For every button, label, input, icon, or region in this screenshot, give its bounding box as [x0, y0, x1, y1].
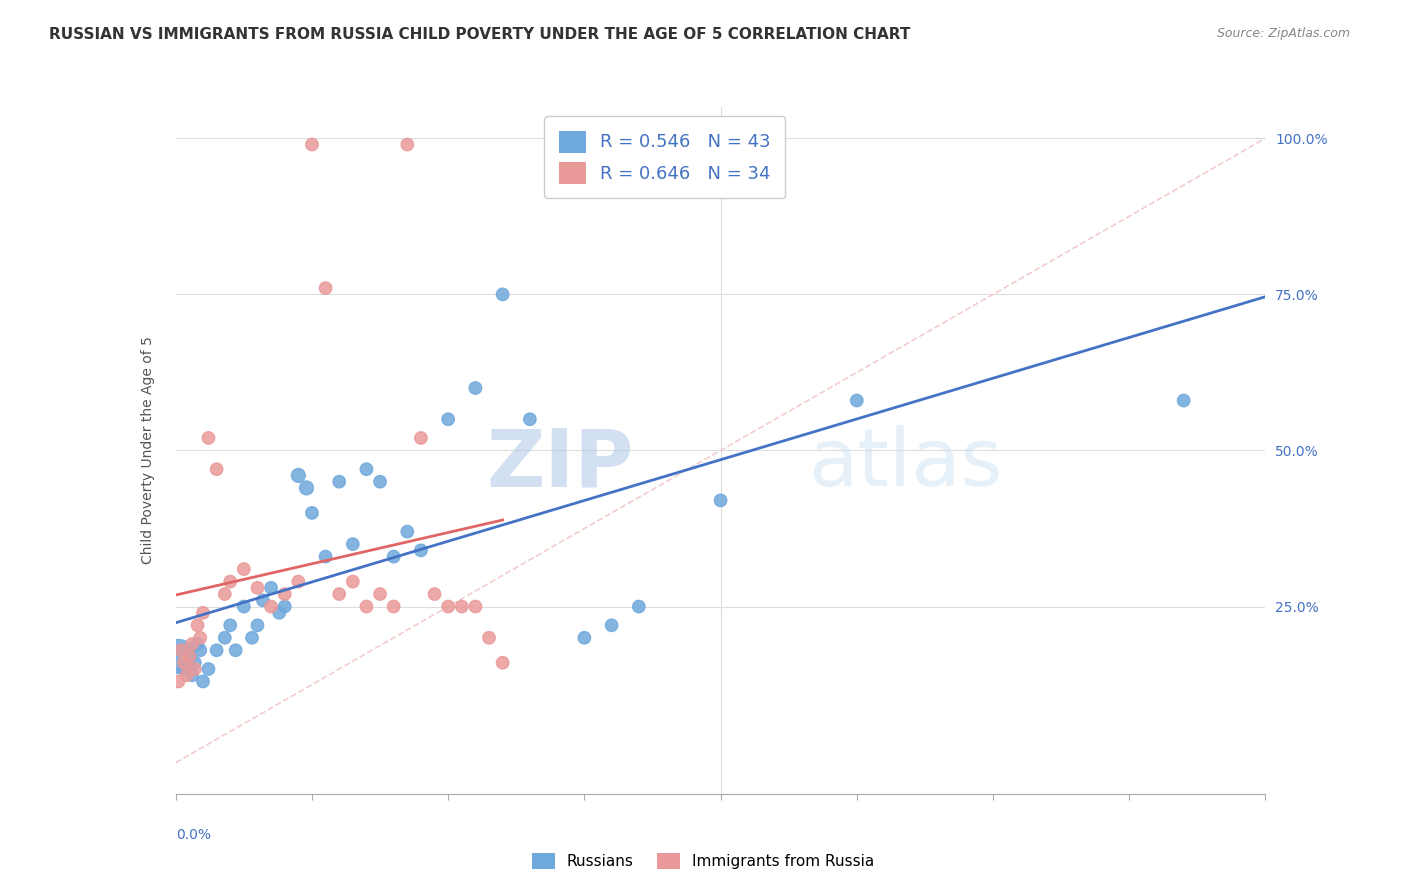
Point — [179, 643, 201, 657]
Point — [478, 631, 501, 645]
Y-axis label: Child Poverty Under the Age of 5: Child Poverty Under the Age of 5 — [141, 336, 155, 565]
Point — [409, 543, 432, 558]
Point — [232, 599, 254, 614]
Point — [287, 574, 309, 589]
Point — [301, 506, 323, 520]
Point — [423, 587, 446, 601]
Point — [269, 606, 291, 620]
Point — [170, 643, 193, 657]
Point — [600, 618, 623, 632]
Point — [219, 618, 242, 632]
Point — [382, 599, 405, 614]
Point — [328, 587, 350, 601]
Point — [382, 549, 405, 564]
Point — [197, 431, 219, 445]
Legend: R = 0.546   N = 43, R = 0.646   N = 34: R = 0.546 N = 43, R = 0.646 N = 34 — [544, 116, 786, 198]
Point — [184, 662, 207, 676]
Point — [170, 643, 193, 657]
Point — [186, 637, 209, 651]
Point — [214, 631, 236, 645]
Point — [845, 393, 868, 408]
Point — [368, 475, 391, 489]
Text: 0.0%: 0.0% — [176, 828, 211, 842]
Text: atlas: atlas — [807, 425, 1002, 503]
Point — [710, 493, 733, 508]
Point — [301, 137, 323, 152]
Point — [274, 599, 297, 614]
Text: ZIP: ZIP — [486, 425, 633, 503]
Point — [240, 631, 263, 645]
Point — [287, 468, 309, 483]
Point — [176, 668, 198, 682]
Point — [260, 599, 283, 614]
Point — [409, 431, 432, 445]
Point — [232, 562, 254, 576]
Point — [396, 524, 419, 539]
Point — [464, 599, 486, 614]
Point — [197, 662, 219, 676]
Point — [181, 637, 204, 651]
Point — [188, 631, 211, 645]
Point — [173, 662, 195, 676]
Point — [342, 537, 364, 551]
Point — [574, 631, 596, 645]
Text: RUSSIAN VS IMMIGRANTS FROM RUSSIA CHILD POVERTY UNDER THE AGE OF 5 CORRELATION C: RUSSIAN VS IMMIGRANTS FROM RUSSIA CHILD … — [49, 27, 911, 42]
Point — [342, 574, 364, 589]
Point — [167, 674, 190, 689]
Point — [176, 656, 198, 670]
Point — [188, 643, 211, 657]
Point — [205, 643, 228, 657]
Point — [396, 137, 419, 152]
Point — [519, 412, 541, 426]
Point — [205, 462, 228, 476]
Point — [356, 599, 378, 614]
Point — [179, 649, 201, 664]
Point — [464, 381, 486, 395]
Point — [186, 618, 209, 632]
Point — [167, 649, 190, 664]
Point — [191, 606, 214, 620]
Point — [246, 618, 269, 632]
Point — [437, 599, 460, 614]
Point — [274, 587, 297, 601]
Point — [219, 574, 242, 589]
Point — [173, 656, 195, 670]
Point — [328, 475, 350, 489]
Point — [184, 656, 207, 670]
Point — [492, 287, 515, 301]
Point — [492, 656, 515, 670]
Point — [1173, 393, 1195, 408]
Legend: Russians, Immigrants from Russia: Russians, Immigrants from Russia — [526, 847, 880, 875]
Text: Source: ZipAtlas.com: Source: ZipAtlas.com — [1216, 27, 1350, 40]
Point — [260, 581, 283, 595]
Point — [315, 281, 337, 295]
Point — [368, 587, 391, 601]
Point — [225, 643, 247, 657]
Point — [437, 412, 460, 426]
Point — [315, 549, 337, 564]
Point — [450, 599, 472, 614]
Point — [191, 674, 214, 689]
Point — [627, 599, 650, 614]
Point — [246, 581, 269, 595]
Point — [214, 587, 236, 601]
Point — [356, 462, 378, 476]
Point — [252, 593, 274, 607]
Point — [295, 481, 318, 495]
Point — [181, 668, 204, 682]
